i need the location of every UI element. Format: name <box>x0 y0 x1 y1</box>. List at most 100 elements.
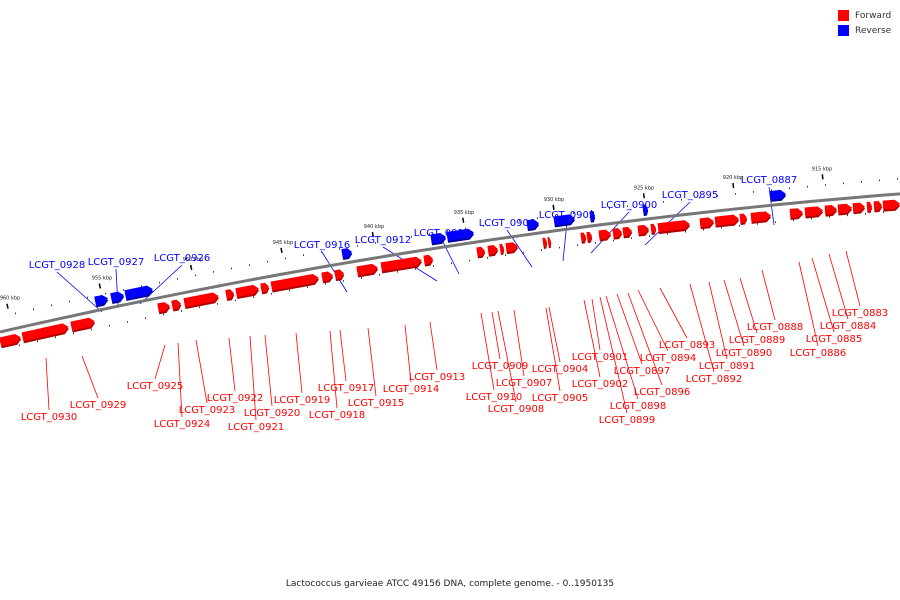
minor-tick <box>789 187 790 190</box>
forward-gene <box>699 217 715 230</box>
minor-tick <box>703 228 704 231</box>
leader-line <box>195 339 208 404</box>
forward-gene <box>622 226 633 239</box>
forward-gene <box>598 229 612 242</box>
forward-gene-label: LCGT_0915 <box>348 398 405 409</box>
minor-tick <box>213 271 214 273</box>
leader-line <box>321 251 348 293</box>
minor-tick <box>793 219 794 222</box>
legend-forward-label: Forward <box>855 10 892 21</box>
forward-gene-label: LCGT_0909 <box>472 361 529 372</box>
forward-gene <box>70 317 96 333</box>
leader-line <box>295 332 303 394</box>
minor-tick <box>843 182 844 185</box>
minor-tick <box>141 285 142 288</box>
minor-tick <box>649 235 650 237</box>
minor-tick <box>559 246 560 249</box>
reverse-gene <box>526 219 540 232</box>
minor-tick <box>685 231 686 233</box>
scale-tick-label: 945 kbp <box>273 240 293 246</box>
forward-gene-label: LCGT_0890 <box>716 348 773 359</box>
minor-tick <box>163 313 164 316</box>
leader-line <box>545 307 561 392</box>
minor-tick <box>325 283 326 285</box>
forward-gene <box>0 334 22 349</box>
minor-tick <box>343 280 344 282</box>
reverse-gene-label: LCGT_0895 <box>662 190 719 201</box>
minor-tick <box>501 222 502 225</box>
minor-tick <box>91 328 92 331</box>
leader-line <box>497 310 517 403</box>
forward-gene-label: LCGT_0898 <box>610 401 667 412</box>
leader-line <box>828 253 849 320</box>
scale-tick: 915 kbp <box>812 166 832 180</box>
minor-tick <box>145 317 146 320</box>
reverse-gene-label: LCGT_0912 <box>355 235 412 246</box>
scale-tick-label: 915 kbp <box>812 166 832 172</box>
minor-tick <box>631 237 632 240</box>
minor-tick <box>829 216 830 218</box>
scale-tick: 955 kbp <box>92 276 112 289</box>
minor-tick <box>847 214 848 217</box>
minor-tick <box>721 226 722 229</box>
minor-tick <box>469 259 470 262</box>
forward-gene <box>586 231 593 243</box>
legend-forward: Forward <box>838 8 891 23</box>
minor-tick <box>613 239 614 242</box>
scale-tick-label: 960 kbp <box>0 296 20 302</box>
forward-gene <box>866 201 873 213</box>
minor-tick <box>595 242 596 244</box>
scale-tick-label: 925 kbp <box>634 185 654 191</box>
minor-tick <box>123 289 124 291</box>
minor-tick <box>681 199 682 201</box>
forward-gene <box>157 302 171 315</box>
minor-tick <box>897 178 898 180</box>
minor-tick <box>645 203 646 205</box>
forward-gene-label: LCGT_0907 <box>496 378 553 389</box>
minor-tick <box>127 321 128 323</box>
leader-line <box>845 250 861 307</box>
minor-tick <box>465 227 466 230</box>
leader-line <box>616 293 643 365</box>
forward-gene-label: LCGT_0923 <box>179 405 236 416</box>
minor-tick <box>105 292 106 295</box>
minor-tick <box>519 219 520 222</box>
forward-gene-label: LCGT_0886 <box>790 348 847 359</box>
forward-gene <box>580 232 587 244</box>
minor-tick <box>429 233 430 235</box>
scale-ticks: 960 kbp 955 kbp 950 kbp 945 kbp 940 kbp 935 k… <box>0 166 898 347</box>
reverse-gene-label: LCGT_0911 <box>414 228 471 239</box>
genome-backbone <box>0 192 900 334</box>
minor-tick <box>181 310 182 312</box>
minor-tick <box>199 306 200 309</box>
minor-tick <box>109 324 110 327</box>
forward-gene-label: LCGT_0913 <box>409 372 466 383</box>
leader-line <box>228 337 236 392</box>
minor-tick <box>177 278 178 280</box>
minor-tick <box>505 254 506 257</box>
forward-gene <box>423 254 434 267</box>
leader-line <box>637 289 669 352</box>
minor-tick <box>379 274 380 276</box>
leader-line <box>154 344 166 380</box>
minor-tick <box>267 260 268 263</box>
forward-gene-label: LCGT_0921 <box>228 422 285 433</box>
leader-line <box>367 327 377 397</box>
reverse-gene <box>769 189 787 202</box>
minor-tick <box>51 304 52 307</box>
forward-gene <box>750 211 772 224</box>
minor-tick <box>37 340 38 343</box>
minor-tick <box>807 185 808 188</box>
minor-tick <box>775 221 776 223</box>
minor-tick <box>609 207 610 210</box>
forward-gene <box>739 213 748 225</box>
forward-gene <box>499 243 505 255</box>
reverse-gene <box>553 214 576 228</box>
forward-gene <box>657 220 691 235</box>
legend-reverse-label: Reverse <box>855 25 892 36</box>
reverse-gene-label: LCGT_0927 <box>88 257 145 268</box>
leader-line <box>139 264 183 305</box>
scale-tick-label: 935 kbp <box>454 210 474 216</box>
reverse-gene <box>589 211 596 223</box>
forward-gene-label: LCGT_0897 <box>614 366 671 377</box>
